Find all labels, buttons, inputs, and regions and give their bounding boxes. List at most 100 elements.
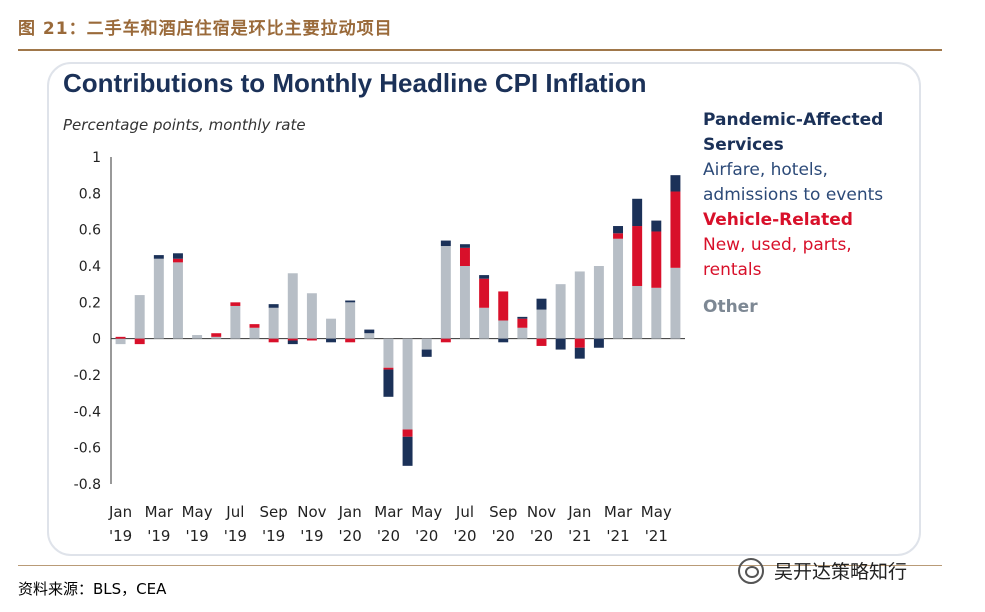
bar-vehicle	[211, 333, 222, 337]
bar-pandemic	[574, 347, 585, 359]
x-tick-month-label: Sep	[489, 503, 517, 521]
y-tick-label: -0.8	[74, 477, 101, 493]
x-tick-year-label: '19	[147, 527, 170, 545]
bar-other	[345, 302, 356, 339]
y-tick-label: 0	[92, 332, 101, 348]
legend-vehicle-title: Vehicle-Related	[703, 210, 853, 230]
bar-vehicle	[134, 338, 145, 345]
legend-pandemic-desc-1: Airfare, hotels,	[703, 160, 828, 180]
x-tick-year-label: '21	[645, 527, 668, 545]
x-tick-month-label: Nov	[527, 503, 556, 521]
y-tick-label: 1	[92, 150, 101, 166]
bar-other	[421, 338, 432, 350]
bar-other	[632, 285, 643, 339]
legend-pandemic-title: Pandemic-Affected	[703, 110, 884, 130]
bar-pandemic	[670, 175, 681, 192]
bar-vehicle	[517, 318, 528, 328]
y-tick-label: -0.6	[74, 441, 101, 457]
x-tick-month-label: Mar	[374, 503, 403, 521]
x-tick-month-label: Sep	[259, 503, 287, 521]
bar-pandemic	[287, 340, 298, 345]
x-tick-year-label: '21	[606, 527, 629, 545]
x-tick-month-label: May	[182, 503, 213, 521]
legend-other: Other	[703, 295, 903, 320]
bar-other	[479, 307, 490, 339]
x-tick-month-label: May	[641, 503, 672, 521]
bar-pandemic	[345, 300, 356, 303]
bar-vehicle	[479, 278, 490, 308]
bar-pandemic	[498, 338, 509, 343]
bar-vehicle	[230, 302, 241, 306]
bar-vehicle	[574, 338, 585, 348]
top-rule	[18, 49, 942, 51]
y-tick-label: 0.8	[79, 186, 101, 202]
bar-other	[593, 266, 604, 339]
x-tick-year-label: '19	[262, 527, 285, 545]
legend-pandemic: Pandemic-Affected Services Airfare, hote…	[703, 108, 903, 208]
bar-other	[459, 266, 470, 339]
x-tick-month-label: Jan	[338, 503, 362, 521]
bar-other	[613, 238, 624, 339]
bar-pandemic	[632, 198, 643, 227]
bar-other	[383, 338, 394, 368]
y-tick-label: -0.4	[74, 404, 101, 420]
source-note: 资料来源：BLS，CEA	[18, 580, 167, 598]
bar-vehicle	[440, 338, 451, 343]
bar-other	[574, 271, 585, 339]
bar-pandemic	[440, 240, 451, 247]
figure-title: 图 21：二手车和酒店住宿是环比主要拉动项目	[18, 19, 393, 39]
bar-pandemic	[479, 275, 490, 279]
bar-vehicle	[613, 233, 624, 239]
bar-pandemic	[421, 349, 432, 357]
watermark: 吴开达策略知行	[738, 557, 907, 584]
bar-vehicle	[402, 429, 413, 437]
legend-pandemic-desc-2: admissions to events	[703, 185, 884, 205]
bar-pandemic	[536, 298, 547, 310]
x-tick-month-label: Jan	[567, 503, 591, 521]
x-tick-month-label: Mar	[604, 503, 633, 521]
bar-other	[306, 293, 317, 339]
bar-vehicle	[268, 338, 279, 343]
bar-vehicle	[383, 367, 394, 370]
bar-other	[211, 336, 222, 339]
bar-other	[555, 284, 566, 339]
bar-vehicle	[345, 338, 356, 343]
x-tick-month-label: Jan	[108, 503, 132, 521]
bar-vehicle	[459, 247, 470, 266]
bar-pandemic	[153, 255, 164, 259]
bar-other	[172, 262, 183, 339]
watermark-text: 吴开达策略知行	[774, 561, 908, 583]
bar-pandemic	[613, 226, 624, 234]
bar-vehicle	[115, 336, 126, 339]
y-tick-label: 0.2	[79, 295, 101, 311]
bar-pandemic	[651, 220, 662, 232]
bar-other	[402, 338, 413, 430]
bar-other	[326, 318, 337, 339]
bar-pandemic	[517, 316, 528, 319]
bar-other	[517, 327, 528, 339]
x-tick-year-label: '20	[492, 527, 515, 545]
bar-pandemic	[383, 369, 394, 397]
bar-other	[115, 338, 126, 345]
bar-other	[498, 320, 509, 339]
bar-vehicle	[172, 258, 183, 263]
bar-vehicle	[632, 226, 643, 286]
x-tick-year-label: '20	[453, 527, 476, 545]
legend: Pandemic-Affected Services Airfare, hote…	[703, 108, 903, 320]
bar-other	[249, 327, 260, 339]
legend-vehicle: Vehicle-Related New, used, parts, rental…	[703, 208, 903, 283]
bar-vehicle	[249, 324, 260, 328]
x-tick-year-label: '19	[109, 527, 132, 545]
x-tick-year-label: '19	[224, 527, 247, 545]
bar-vehicle	[670, 191, 681, 268]
bar-pandemic	[326, 338, 337, 343]
bar-other	[440, 246, 451, 339]
bar-vehicle	[498, 291, 509, 321]
bar-other	[192, 335, 203, 339]
bar-vehicle	[651, 231, 662, 288]
x-tick-month-label: Jul	[455, 503, 474, 521]
bar-pandemic	[402, 436, 413, 466]
bar-other	[268, 307, 279, 339]
x-tick-year-label: '20	[530, 527, 553, 545]
